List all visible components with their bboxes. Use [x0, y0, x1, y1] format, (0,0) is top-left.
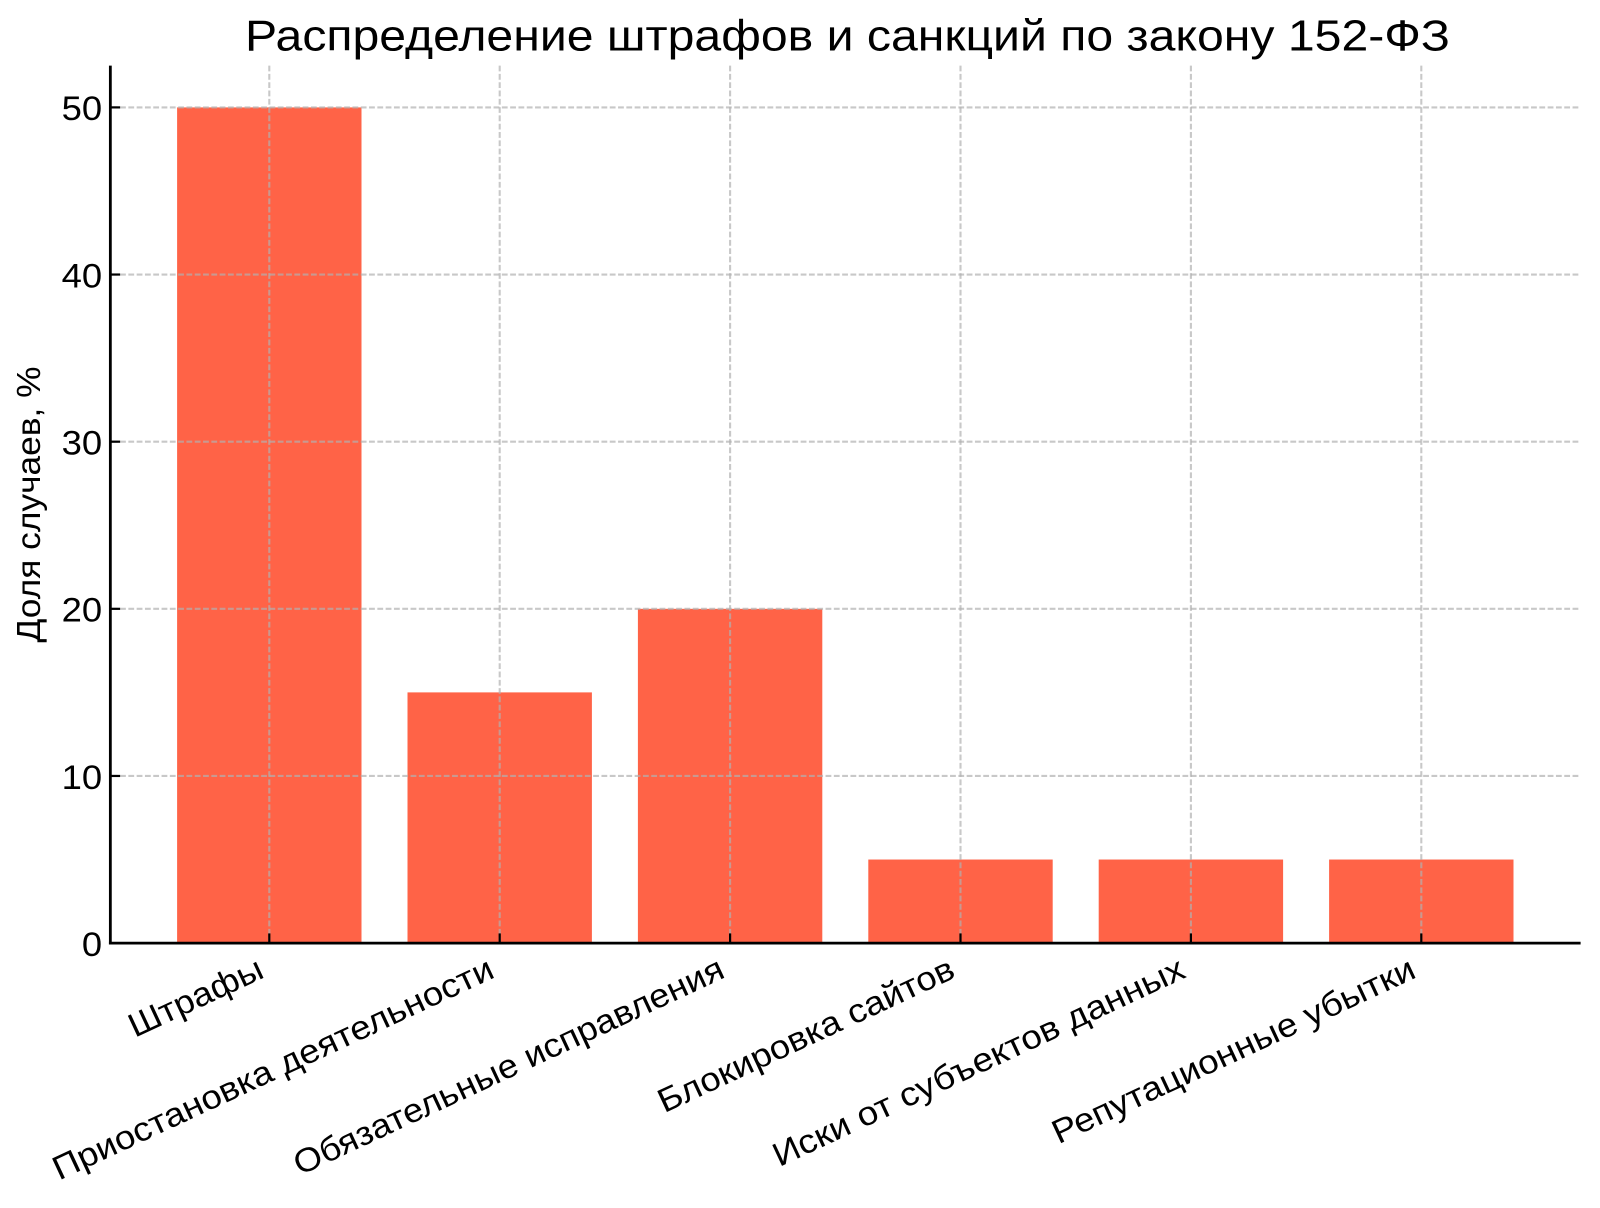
svg-text:40: 40 — [62, 257, 103, 295]
svg-text:50: 50 — [62, 90, 103, 128]
svg-text:20: 20 — [62, 592, 103, 630]
svg-text:10: 10 — [62, 759, 103, 797]
svg-text:0: 0 — [82, 926, 102, 964]
svg-text:Доля случаев, %: Доля случаев, % — [11, 367, 48, 643]
svg-text:Распределение штрафов и санкци: Распределение штрафов и санкций по закон… — [245, 12, 1450, 61]
svg-text:30: 30 — [62, 425, 103, 463]
